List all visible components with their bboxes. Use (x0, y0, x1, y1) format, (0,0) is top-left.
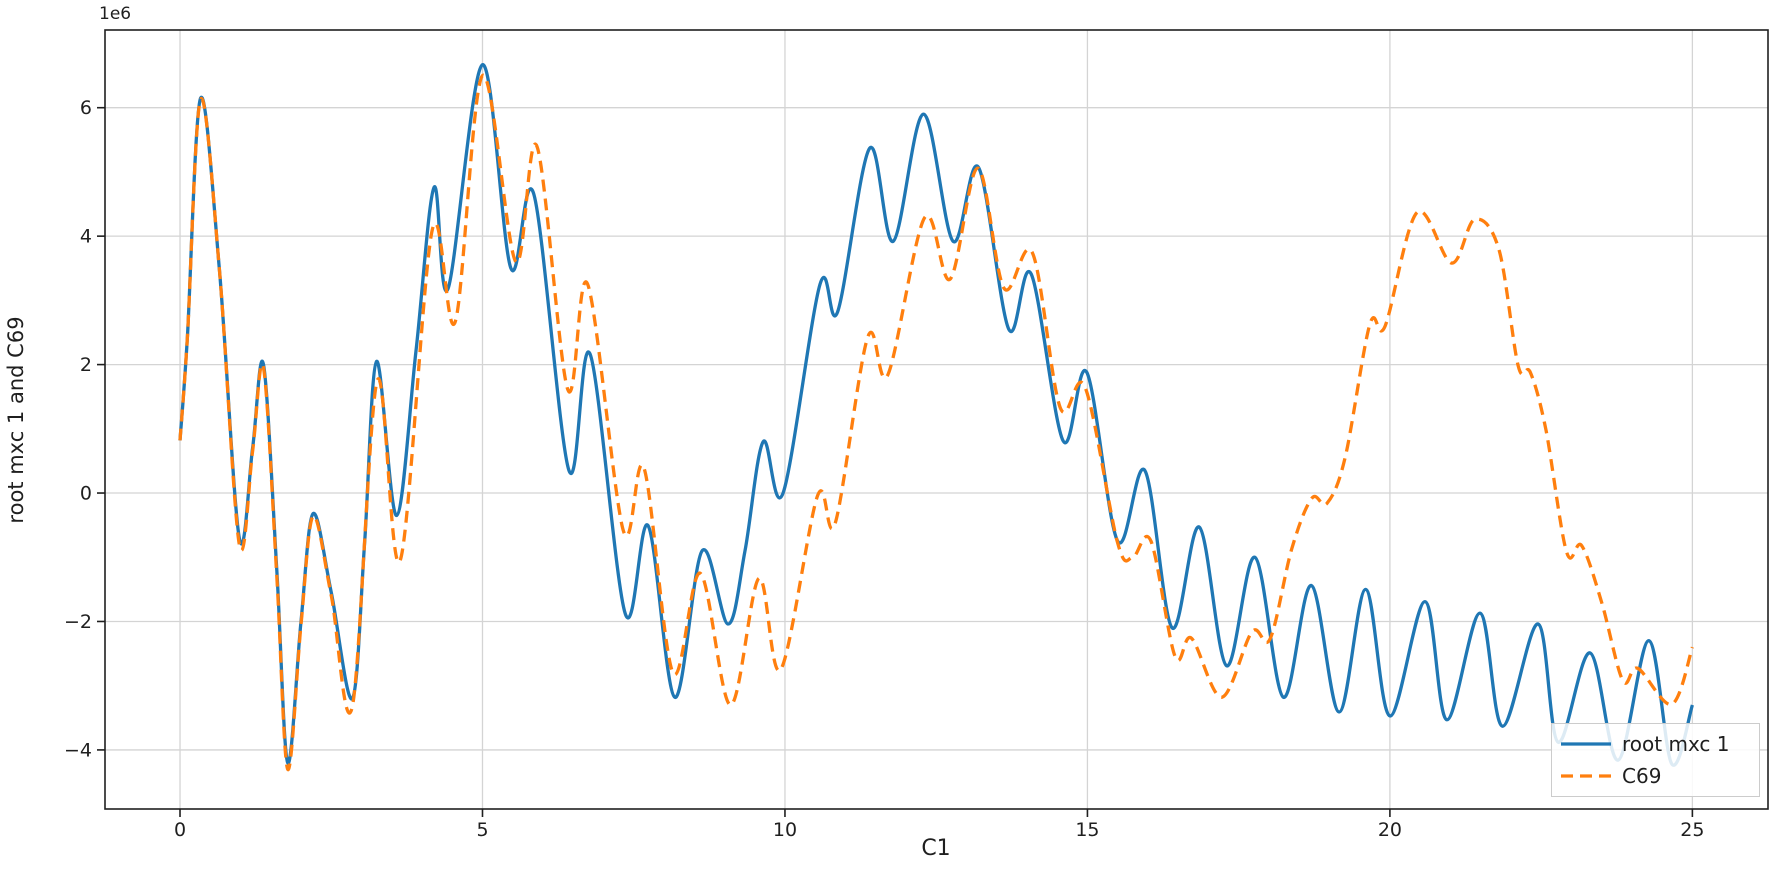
y-tick-label: 4 (80, 226, 92, 248)
y-axis-label: root mxc 1 and C69 (4, 316, 28, 524)
legend-entry-root-mxc-1: root mxc 1 (1560, 732, 1759, 756)
legend-line-dashed-icon (1561, 774, 1611, 778)
y-tick-label: 0 (80, 483, 92, 505)
y-tick-label: 6 (80, 97, 92, 119)
y-axis-offset-label: 1e6 (99, 4, 132, 24)
x-tick-label: 0 (174, 819, 186, 841)
legend-entry-c69: C69 (1560, 764, 1759, 788)
y-tick-label: 2 (80, 354, 92, 376)
x-tick-label: 5 (476, 819, 488, 841)
y-tick-label: −4 (64, 739, 92, 761)
x-axis-label: C1 (921, 836, 951, 861)
x-tick-label: 20 (1378, 819, 1402, 841)
legend-label: root mxc 1 (1622, 732, 1730, 756)
x-tick-label: 15 (1075, 819, 1099, 841)
legend: root mxc 1 C69 (1551, 723, 1760, 797)
series-line-root-mxc-1 (178, 63, 1694, 767)
legend-line-solid-icon (1561, 742, 1611, 746)
axes-spines (104, 29, 1769, 810)
y-tick-label: −2 (64, 611, 92, 633)
legend-label: C69 (1622, 764, 1662, 788)
x-tick-label: 10 (773, 819, 797, 841)
x-tick-label: 25 (1680, 819, 1704, 841)
series-line-c69 (178, 73, 1694, 771)
